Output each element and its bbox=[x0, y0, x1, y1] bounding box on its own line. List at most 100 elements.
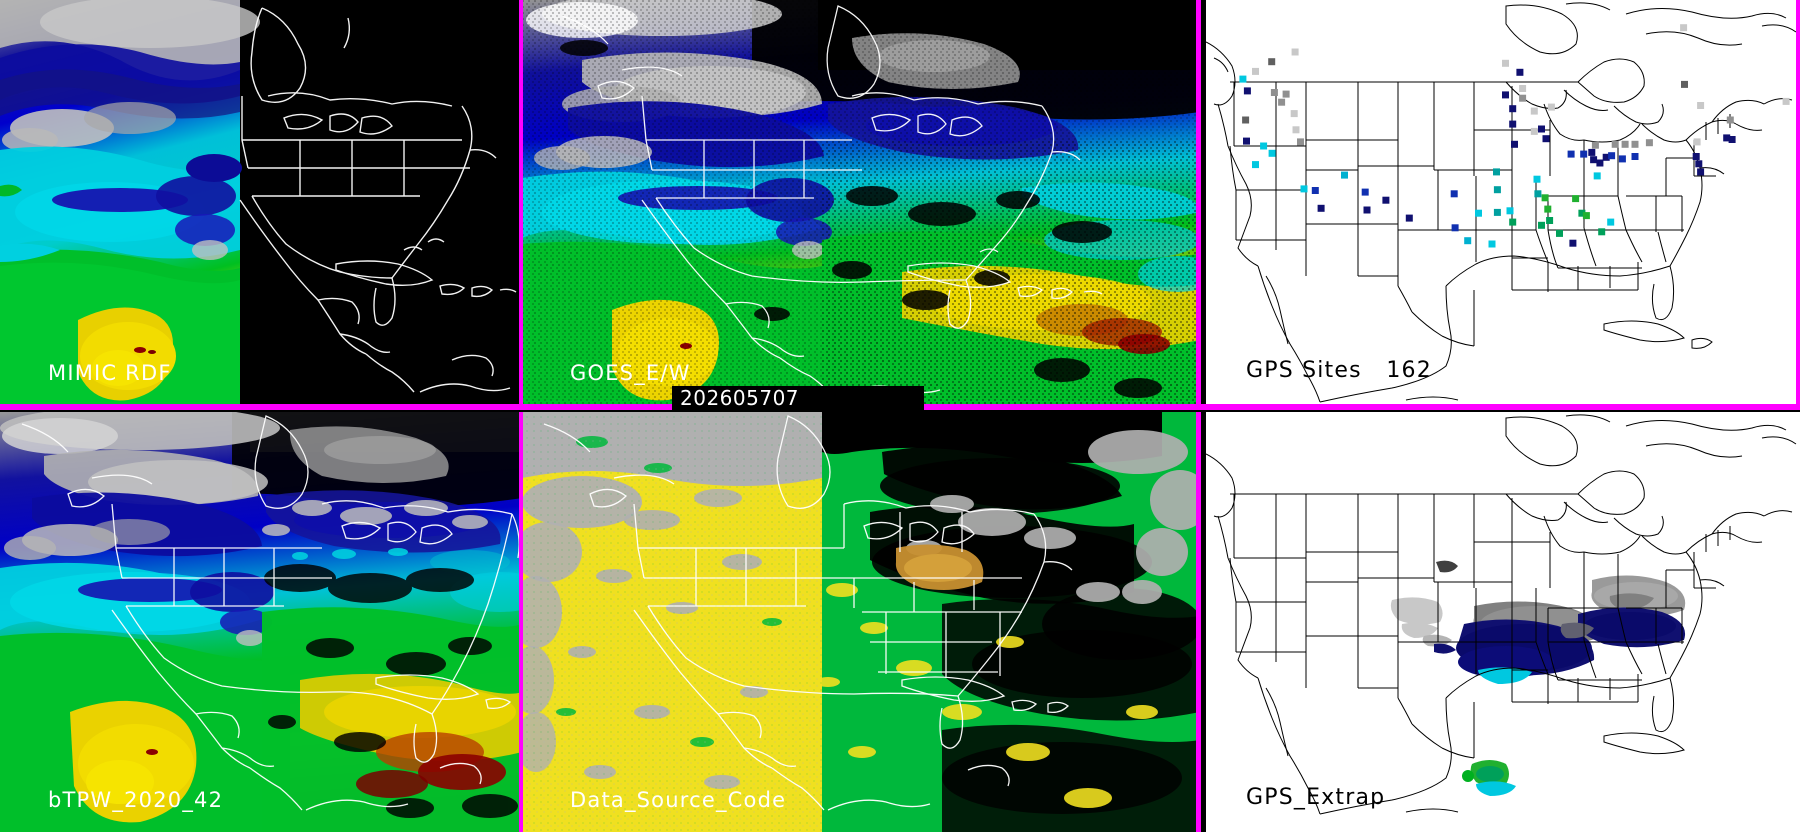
gps-site-marker bbox=[1567, 150, 1575, 158]
gps-site-marker bbox=[1506, 207, 1514, 215]
gps-site-marker bbox=[1723, 134, 1731, 142]
panel-btpw[interactable]: bTPW_2020_42 bbox=[0, 412, 522, 832]
gps-site-marker bbox=[1590, 156, 1598, 164]
gps-site-marker bbox=[1578, 209, 1586, 217]
gps-site-marker bbox=[1530, 107, 1538, 115]
gps-site-marker bbox=[1268, 58, 1276, 66]
panel-gps-sites[interactable]: GPS Sites 162 bbox=[1206, 0, 1800, 405]
gps-site-marker bbox=[1608, 152, 1616, 160]
divider-right-edge bbox=[1796, 0, 1800, 405]
gps-site-marker bbox=[1252, 161, 1259, 169]
gps-site-marker bbox=[1363, 206, 1371, 214]
timestamp-text: 202605707 bbox=[680, 386, 800, 410]
gps-site-marker bbox=[1405, 214, 1413, 222]
divider-vertical-mid bbox=[519, 0, 523, 405]
btpw-field bbox=[0, 412, 522, 832]
gps-site-marker bbox=[1618, 155, 1626, 163]
gps-site-marker bbox=[1569, 239, 1577, 247]
gps-site-marker bbox=[1693, 138, 1701, 146]
gps-site-marker bbox=[1726, 116, 1734, 124]
gps-site-marker bbox=[1533, 175, 1541, 183]
gps-site-marker bbox=[1243, 87, 1251, 95]
gps-site-marker bbox=[1680, 24, 1688, 32]
divider-vertical-mid-lower bbox=[519, 412, 523, 832]
divider-vertical-left bbox=[1196, 0, 1201, 405]
gps-site-marker bbox=[1450, 190, 1458, 198]
gps-site-marker bbox=[1509, 105, 1517, 113]
gps-site-marker bbox=[1268, 149, 1276, 157]
goes-ew-field bbox=[522, 0, 1200, 405]
mimic-rdf-field bbox=[0, 0, 522, 405]
gps-site-marker bbox=[1541, 194, 1549, 202]
gps-site-marker bbox=[1782, 97, 1790, 105]
gps-site-marker bbox=[1728, 136, 1736, 143]
panel-mimic-rdf[interactable]: MIMIC RDF bbox=[0, 0, 522, 405]
gps-site-marker bbox=[1252, 67, 1259, 75]
gps-site-marker bbox=[1464, 237, 1472, 245]
divider-vertical-left-lower bbox=[1196, 412, 1201, 832]
gps-site-marker bbox=[1290, 110, 1298, 118]
gps-site-marker bbox=[1607, 218, 1615, 226]
gps-site-marker bbox=[1530, 127, 1538, 135]
panel-goes-ew[interactable]: GOES_E/W bbox=[522, 0, 1200, 405]
gps-site-marker bbox=[1596, 159, 1604, 167]
gps-site-marker bbox=[1580, 150, 1588, 158]
gps-site-marker bbox=[1475, 209, 1482, 217]
gps-site-marker bbox=[1451, 224, 1459, 232]
gps-site-marker bbox=[1697, 102, 1705, 109]
panel-data-source-code[interactable]: Data_Source_Code bbox=[522, 412, 1200, 832]
gps-site-marker bbox=[1361, 188, 1369, 196]
gps-site-marker bbox=[1542, 135, 1550, 143]
gps-site-marker bbox=[1611, 140, 1619, 148]
gps-site-marker bbox=[1300, 185, 1308, 193]
gps-site-marker bbox=[1493, 168, 1500, 176]
gps-site-marker bbox=[1519, 94, 1527, 102]
gps-site-marker bbox=[1311, 187, 1319, 194]
gps-site-marker bbox=[1645, 139, 1653, 147]
gps-site-marker bbox=[1270, 89, 1278, 96]
gps-site-marker bbox=[1341, 171, 1348, 179]
gps-site-marker bbox=[1260, 142, 1268, 150]
gps-site-marker bbox=[1591, 141, 1599, 149]
gps-site-marker bbox=[1692, 153, 1700, 160]
gps-site-marker bbox=[1242, 116, 1250, 124]
gps-site-marker bbox=[1598, 228, 1606, 236]
gps-site-marker bbox=[1239, 75, 1247, 83]
gps-site-marker bbox=[1582, 212, 1590, 220]
gps-site-marker bbox=[1538, 221, 1545, 229]
gps-site-marker bbox=[1538, 125, 1545, 133]
data-source-code-field bbox=[522, 412, 1200, 832]
gps-site-marker bbox=[1547, 103, 1555, 111]
gps-site-marker bbox=[1243, 137, 1250, 145]
gps-site-marker bbox=[1509, 120, 1517, 128]
gps-site-marker bbox=[1278, 98, 1286, 106]
gps-site-marker bbox=[1621, 140, 1629, 148]
gps-site-marker bbox=[1493, 208, 1501, 216]
gps-site-marker bbox=[1317, 204, 1325, 212]
gps-site-marker bbox=[1488, 240, 1496, 248]
gps-extrap-map bbox=[1206, 412, 1800, 832]
gps-site-marker bbox=[1282, 90, 1290, 98]
gps-site-marker bbox=[1588, 148, 1596, 156]
gps-site-marker bbox=[1511, 140, 1518, 148]
gps-site-marker bbox=[1297, 138, 1304, 146]
gps-site-marker bbox=[1519, 85, 1527, 92]
gps-site-marker bbox=[1502, 91, 1509, 99]
gps-site-markers bbox=[1239, 24, 1790, 248]
gps-site-marker bbox=[1697, 168, 1705, 176]
gps-site-marker bbox=[1681, 80, 1688, 88]
gps-site-marker bbox=[1631, 140, 1639, 148]
gps-site-marker bbox=[1593, 172, 1601, 180]
panel-gps-extrap[interactable]: GPS_Extrap bbox=[1206, 412, 1800, 832]
gps-site-marker bbox=[1382, 196, 1390, 204]
gps-site-marker bbox=[1509, 218, 1517, 226]
gps-site-marker bbox=[1502, 59, 1509, 67]
gps-site-marker bbox=[1493, 186, 1501, 194]
gps-site-marker bbox=[1602, 153, 1610, 161]
gps-site-marker bbox=[1546, 217, 1554, 224]
gps-site-marker bbox=[1292, 126, 1300, 134]
gps-site-marker bbox=[1544, 205, 1552, 213]
gps-site-marker bbox=[1516, 68, 1524, 76]
gps-sites-map bbox=[1206, 0, 1800, 405]
